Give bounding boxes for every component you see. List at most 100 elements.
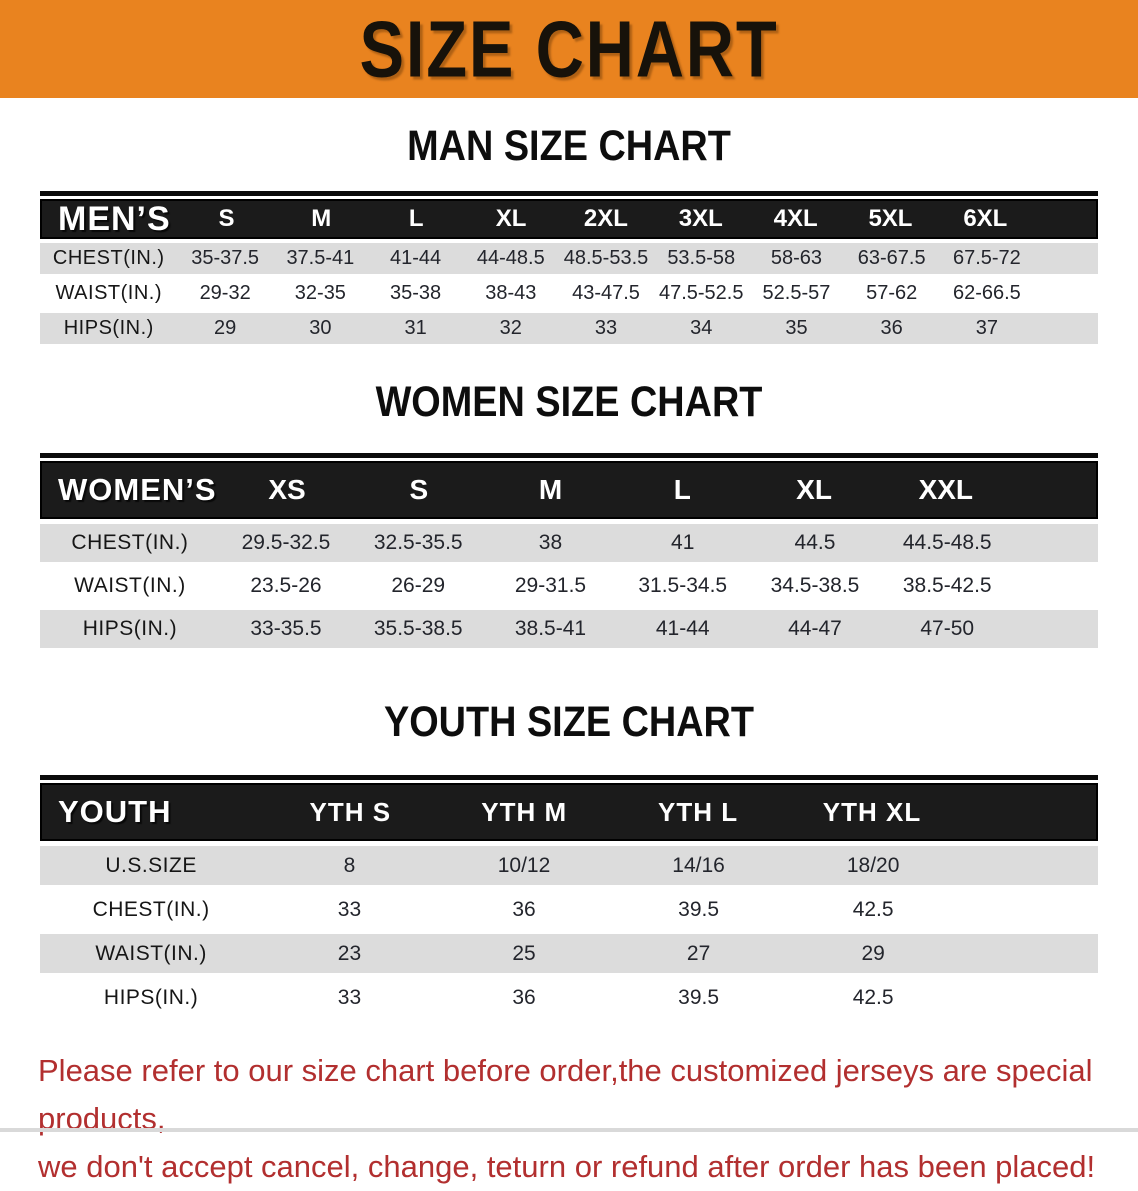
banner-title: SIZE CHART xyxy=(359,4,779,94)
table-cell: 36 xyxy=(880,317,903,339)
row-label: HIPS(IN.) xyxy=(103,985,199,1009)
table-cell: 47-50 xyxy=(920,617,975,640)
table-cell: 32 xyxy=(499,317,522,339)
table-row: CHEST(IN.) 35-37.5 37.5-41 41-44 44-48.5 48.5… xyxy=(40,243,1098,274)
table-title: YOUTH xyxy=(58,794,172,829)
table-cell: 33 xyxy=(337,985,362,1009)
table-cell: 37.5-41 xyxy=(286,247,355,269)
table-cell: 41 xyxy=(671,531,695,554)
table-cell: 23 xyxy=(337,941,362,965)
table-title: MEN’S xyxy=(58,199,171,238)
table-cell: 29 xyxy=(214,317,237,339)
table-cell: 33-35.5 xyxy=(250,617,322,640)
table-row: HIPS(IN.) 33-35.5 35.5-38.5 38.5-41 41-44 44-… xyxy=(40,610,1098,648)
table-header-row: WOMEN’S XS S M L XL XXL xyxy=(40,461,1098,519)
table-cell: 31.5-34.5 xyxy=(638,574,728,597)
table-cell: 33 xyxy=(594,317,618,339)
table-cell: 47.5-52.5 xyxy=(658,282,744,304)
table-cell: 14/16 xyxy=(672,853,725,877)
table-cell: 44-48.5 xyxy=(476,247,545,269)
table-row: CHEST(IN.) 33 36 39.5 42.5 xyxy=(40,890,1098,929)
table-cell: 43-47.5 xyxy=(572,282,640,304)
men-size-table: MEN’S S M L XL 2XL 3XL 4XL 5XL 6XL CHEST(IN.) 35-37… xyxy=(40,191,1098,344)
table-cell: 25 xyxy=(512,941,536,965)
table-cell: 38.5-41 xyxy=(514,617,587,640)
table-cell: 34 xyxy=(690,317,713,339)
table-cell: 52.5-57 xyxy=(762,282,831,304)
table-cell: 29.5-32.5 xyxy=(241,531,331,554)
men-heading: MAN SIZE CHART xyxy=(407,122,731,170)
table-cell: 36 xyxy=(512,897,536,921)
column-header: 3XL xyxy=(678,205,723,232)
table-top-rule xyxy=(40,453,1098,458)
column-header: L xyxy=(408,205,424,232)
order-notice: Please refer to our size chart before or… xyxy=(38,1047,1100,1191)
section-women: WOMEN SIZE CHART WOMEN’S XS S M L XL XXL CHEST(… xyxy=(0,378,1138,648)
table-cell: 38.5-42.5 xyxy=(902,574,992,597)
column-header: XXL xyxy=(918,474,974,505)
table-cell: 38 xyxy=(538,531,563,554)
column-header: M xyxy=(311,205,332,232)
table-cell: 44.5 xyxy=(794,531,836,554)
row-label: WAIST(IN.) xyxy=(74,574,186,597)
row-label: HIPS(IN.) xyxy=(82,617,178,640)
table-cell: 23.5-26 xyxy=(250,574,322,597)
table-cell: 63-67.5 xyxy=(857,247,926,269)
table-cell: 26-29 xyxy=(391,574,446,597)
row-label: CHEST(IN.) xyxy=(52,247,165,269)
table-cell: 18/20 xyxy=(846,853,900,877)
table-cell: 44-47 xyxy=(788,617,842,640)
column-header: YTH L xyxy=(658,796,739,827)
column-header: XL xyxy=(495,205,527,232)
table-cell: 57-62 xyxy=(866,282,918,304)
column-header: S xyxy=(218,205,235,232)
table-cell: 41-44 xyxy=(390,247,442,269)
youth-heading: YOUTH SIZE CHART xyxy=(383,698,754,746)
table-header-row: MEN’S S M L XL 2XL 3XL 4XL 5XL 6XL xyxy=(40,199,1098,239)
youth-size-table: YOUTH YTH S YTH M YTH L YTH XL U.S.SIZE 8 10/12… xyxy=(40,775,1098,1017)
women-size-table: WOMEN’S XS S M L XL XXL CHEST(IN.) 29.5-32.5 32.5… xyxy=(40,453,1098,648)
table-header-row: YOUTH YTH S YTH M YTH L YTH XL xyxy=(40,783,1098,841)
table-row: WAIST(IN.) 23.5-26 26-29 29-31.5 31.5-34.5 34… xyxy=(40,567,1098,605)
table-cell: 53.5-58 xyxy=(667,247,736,269)
banner: SIZE CHART xyxy=(0,0,1138,98)
table-cell: 67.5-72 xyxy=(952,247,1021,269)
table-cell: 42.5 xyxy=(852,985,894,1009)
column-header: M xyxy=(538,474,563,505)
table-cell: 39.5 xyxy=(678,897,720,921)
table-row: WAIST(IN.) 23 25 27 29 xyxy=(40,934,1098,973)
table-cell: 38-43 xyxy=(485,282,537,304)
column-header: XS xyxy=(268,474,306,505)
table-row: HIPS(IN.) 29 30 31 32 33 34 35 36 37 xyxy=(40,313,1098,344)
table-cell: 33 xyxy=(337,897,362,921)
notice-line-2: we don't accept cancel, change, teturn o… xyxy=(38,1149,1096,1185)
column-header: YTH S xyxy=(309,796,392,827)
column-header: 4XL xyxy=(773,205,818,232)
table-cell: 31 xyxy=(404,317,427,339)
table-cell: 44.5-48.5 xyxy=(902,531,992,554)
table-cell: 32.5-35.5 xyxy=(373,531,463,554)
column-header: 5XL xyxy=(868,205,913,232)
table-cell: 8 xyxy=(343,853,356,877)
column-header: S xyxy=(409,474,429,505)
table-cell: 48.5-53.5 xyxy=(563,247,649,269)
row-label: WAIST(IN.) xyxy=(55,282,162,304)
column-header: 2XL xyxy=(583,205,628,232)
column-header: XL xyxy=(796,474,832,505)
column-header: L xyxy=(673,474,691,505)
table-cell: 27 xyxy=(686,941,711,965)
notice-line-1: Please refer to our size chart before or… xyxy=(38,1053,1093,1137)
table-cell: 62-66.5 xyxy=(952,282,1021,304)
table-cell: 35 xyxy=(785,317,808,339)
table-cell: 29 xyxy=(861,941,885,965)
women-heading: WOMEN SIZE CHART xyxy=(375,378,763,426)
row-label: CHEST(IN.) xyxy=(71,531,189,554)
table-cell: 30 xyxy=(309,317,332,339)
section-men: MAN SIZE CHART MEN’S S M L XL 2XL 3XL 4XL 5XL 6XL… xyxy=(0,122,1138,344)
bottom-edge xyxy=(0,1128,1138,1132)
section-youth: YOUTH SIZE CHART YOUTH YTH S YTH M YTH L YTH… xyxy=(0,698,1138,1017)
table-cell: 35-37.5 xyxy=(191,247,260,269)
table-cell: 36 xyxy=(512,985,536,1009)
table-cell: 32-35 xyxy=(294,282,346,304)
